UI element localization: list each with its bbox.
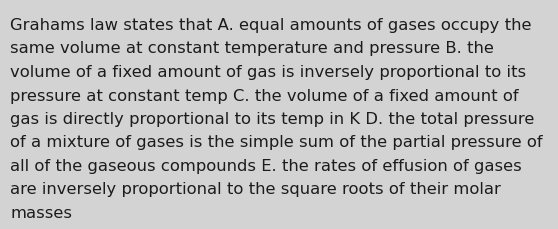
Text: masses: masses bbox=[10, 205, 72, 220]
Text: pressure at constant temp C. the volume of a fixed amount of: pressure at constant temp C. the volume … bbox=[10, 88, 518, 103]
Text: gas is directly proportional to its temp in K D. the total pressure: gas is directly proportional to its temp… bbox=[10, 112, 535, 126]
Text: volume of a fixed amount of gas is inversely proportional to its: volume of a fixed amount of gas is inver… bbox=[10, 65, 526, 80]
Text: Grahams law states that A. equal amounts of gases occupy the: Grahams law states that A. equal amounts… bbox=[10, 18, 532, 33]
Text: same volume at constant temperature and pressure B. the: same volume at constant temperature and … bbox=[10, 41, 494, 56]
Text: all of the gaseous compounds E. the rates of effusion of gases: all of the gaseous compounds E. the rate… bbox=[10, 158, 522, 173]
Text: of a mixture of gases is the simple sum of the partial pressure of: of a mixture of gases is the simple sum … bbox=[10, 135, 542, 150]
Text: are inversely proportional to the square roots of their molar: are inversely proportional to the square… bbox=[10, 182, 501, 197]
